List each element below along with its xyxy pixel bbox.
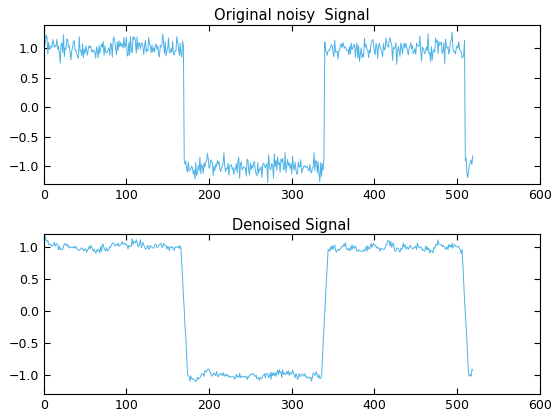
Title: Denoised Signal: Denoised Signal: [232, 218, 351, 234]
Title: Original noisy  Signal: Original noisy Signal: [214, 8, 370, 24]
